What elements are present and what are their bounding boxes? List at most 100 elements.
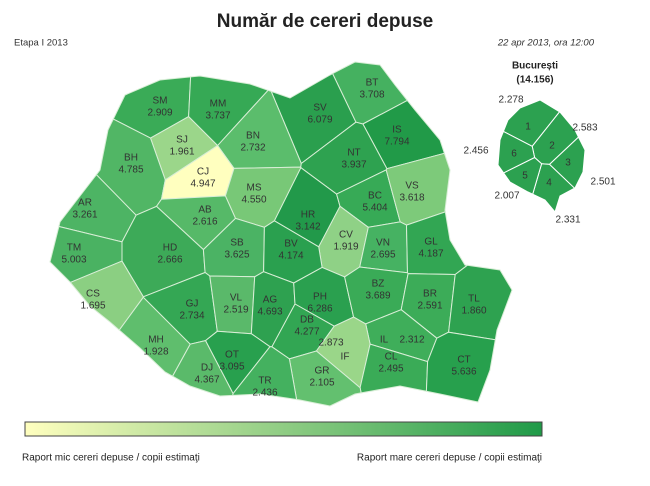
sector-number: 5: [522, 171, 528, 182]
county-code: TL: [468, 294, 480, 305]
county-code: IF: [341, 352, 350, 363]
county-code: GJ: [186, 299, 199, 310]
county-code: MH: [148, 335, 164, 346]
county-code: NT: [347, 148, 360, 159]
county-code: BR: [423, 289, 437, 300]
county-value: 4.187: [418, 249, 443, 260]
county-value: 2.734: [179, 311, 204, 322]
county-code: CJ: [197, 167, 209, 178]
county-code: BC: [368, 191, 382, 202]
county-code: SB: [230, 238, 244, 249]
county-value: 2.616: [192, 217, 217, 228]
county-code: CS: [86, 289, 100, 300]
county-code: DB: [300, 315, 314, 326]
sector-number: 3: [565, 158, 571, 169]
county-value: 1.860: [461, 306, 486, 317]
county-value: 3.937: [341, 160, 366, 171]
sector-value: 2.278: [498, 95, 523, 106]
legend-gradient: [24, 421, 543, 437]
county-value: 2.312: [399, 335, 424, 346]
county-code: GR: [315, 366, 330, 377]
title: Număr de cereri depuse: [217, 11, 433, 32]
county-value: 2.591: [417, 301, 442, 312]
county-code: AB: [198, 205, 212, 216]
county-value: 1.928: [143, 347, 168, 358]
county-value: 4.947: [190, 179, 215, 190]
county-code: SM: [153, 96, 168, 107]
bucharest-inset: [497, 99, 586, 214]
county-value: 2.666: [157, 255, 182, 266]
sector-number: 4: [546, 178, 552, 189]
county-code: GL: [424, 237, 438, 248]
county-value: 6.286: [307, 304, 332, 315]
legend-low: Raport mic cereri depuse / copii estimaţ…: [22, 453, 200, 464]
county-code: AR: [78, 198, 92, 209]
county-code: TR: [258, 376, 271, 387]
county-code: HR: [301, 210, 315, 221]
county-value: 2.695: [370, 250, 395, 261]
county-value: 3.095: [219, 362, 244, 373]
county-value: 2.909: [147, 108, 172, 119]
county-code: IL: [380, 335, 389, 346]
county-code: BN: [246, 131, 260, 142]
county-value: 1.695: [80, 301, 105, 312]
county-code: VS: [405, 181, 419, 192]
county-code: MS: [247, 183, 262, 194]
sector-value: 2.331: [555, 215, 580, 226]
county-code: VN: [376, 238, 390, 249]
bucharest-name: București: [512, 61, 558, 72]
sector-number: 2: [549, 141, 555, 152]
county-code: AG: [263, 295, 278, 306]
counties: [49, 61, 513, 407]
county-value: 3.625: [224, 250, 249, 261]
county-value: 3.737: [205, 111, 230, 122]
date: 22 apr 2013, ora 12:00: [497, 38, 595, 49]
county-value: 2.873: [318, 338, 343, 349]
bucharest-total: (14.156): [516, 75, 553, 86]
county-code: SV: [313, 103, 327, 114]
county-value: 3.689: [365, 291, 390, 302]
sector-value: 2.456: [463, 146, 488, 157]
county: [425, 331, 496, 403]
county-code: BZ: [372, 279, 385, 290]
county-value: 5.003: [61, 255, 86, 266]
county-code: DJ: [201, 363, 213, 374]
county-code: VL: [230, 293, 243, 304]
county-value: 4.277: [294, 327, 319, 338]
county-value: 4.693: [257, 307, 282, 318]
county-code: SJ: [176, 135, 188, 146]
county-value: 3.708: [359, 90, 384, 101]
county-code: CV: [339, 230, 353, 241]
sector-number: 1: [525, 122, 531, 133]
county-value: 4.550: [241, 195, 266, 206]
county-value: 4.785: [118, 165, 143, 176]
county-value: 5.404: [362, 203, 387, 214]
county-value: 6.079: [307, 115, 332, 126]
county-value: 2.732: [240, 143, 265, 154]
county-value: 7.794: [384, 137, 409, 148]
county-value: 4.367: [194, 375, 219, 386]
county-code: IS: [392, 125, 402, 136]
county-value: 5.636: [451, 367, 476, 378]
county-code: HD: [163, 243, 177, 254]
county-value: 1.961: [169, 147, 194, 158]
labels: SM2.909MM3.737BT3.708SV6.079SJ1.961BN2.7…: [61, 78, 615, 399]
county-value: 3.261: [72, 210, 97, 221]
legend-high: Raport mare cereri depuse / copii estima…: [357, 453, 542, 464]
county-code: MM: [210, 99, 227, 110]
county-value: 2.105: [309, 378, 334, 389]
county-value: 2.436: [252, 388, 277, 399]
county: [232, 346, 298, 401]
county-code: BT: [366, 78, 379, 89]
county-code: CT: [457, 355, 470, 366]
county-value: 2.495: [378, 364, 403, 375]
sector-value: 2.583: [572, 123, 597, 134]
county-value: 4.174: [278, 251, 303, 262]
county-code: OT: [225, 350, 239, 361]
county: [448, 264, 513, 341]
sector-number: 6: [511, 149, 517, 160]
county-value: 2.519: [223, 305, 248, 316]
county: [171, 340, 234, 397]
county-code: TM: [67, 243, 81, 254]
